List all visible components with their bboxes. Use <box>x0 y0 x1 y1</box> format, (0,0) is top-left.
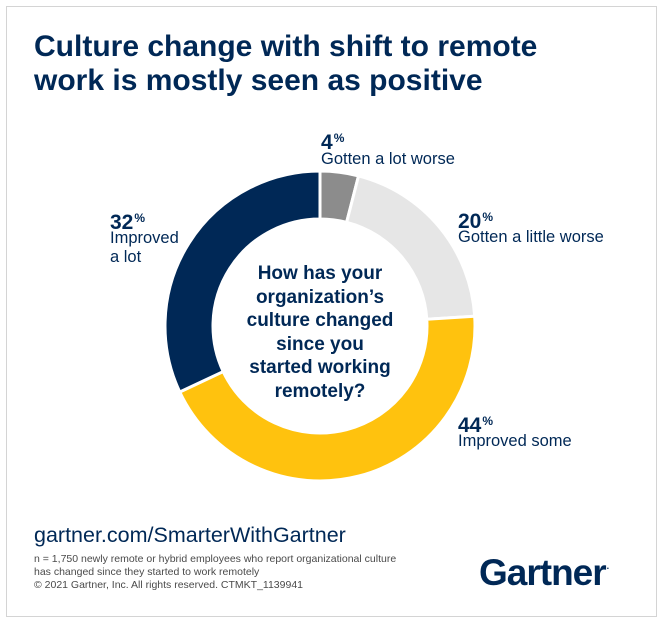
slice-pct-improved-some: 44% <box>458 414 494 437</box>
footnote-line-2: has changed since they started to work r… <box>34 566 260 578</box>
slice-pct-gotten-a-lot-worse: 4% <box>321 131 345 154</box>
slice-label-improved-a-lot: Improved a lot <box>110 229 179 266</box>
chart-title-line-1: Culture change with shift to remote <box>34 30 538 63</box>
donut-center-question: How has your organization’s culture chan… <box>246 263 394 402</box>
footnote-line-1: n = 1,750 newly remote or hybrid employe… <box>34 553 397 565</box>
slice-label-improved-some: Improved some <box>458 432 572 450</box>
slice-label-gotten-a-little-worse: Gotten a little worse <box>458 228 604 246</box>
donut-slice-improved-some <box>177 314 477 483</box>
slice-pct-improved-a-lot: 32% <box>110 211 146 234</box>
copyright-line: © 2021 Gartner, Inc. All rights reserved… <box>34 579 304 591</box>
infographic-card <box>6 6 657 617</box>
gartner-logo: Gartner. <box>479 552 610 593</box>
chart-title: Culture change with shift to remote work… <box>34 30 594 98</box>
footnote: n = 1,750 newly remote or hybrid employe… <box>34 553 454 592</box>
donut-slice-improved-a-lot <box>163 169 322 394</box>
slice-pct-gotten-a-little-worse: 20% <box>458 210 494 233</box>
chart-title-line-2: work is mostly seen as positive <box>34 64 483 97</box>
slice-label-gotten-a-lot-worse: Gotten a lot worse <box>321 150 455 168</box>
source-link[interactable]: gartner.com/SmarterWithGartner <box>34 523 346 547</box>
